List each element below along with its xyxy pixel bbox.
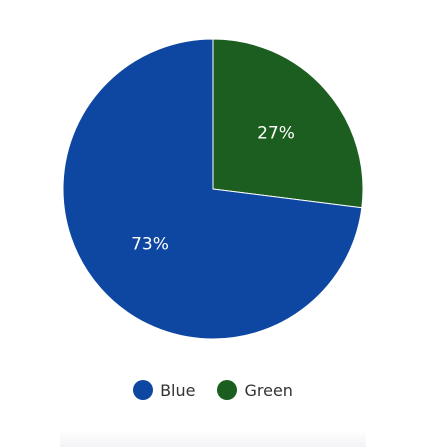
- pie-slice-blue[interactable]: [62, 38, 363, 340]
- legend-item-blue[interactable]: Blue: [133, 380, 195, 400]
- legend-item-green[interactable]: Green: [217, 380, 293, 400]
- bottom-shade: [60, 430, 366, 447]
- pie-slice-green[interactable]: [212, 38, 364, 209]
- chart-legend: Blue Green: [0, 376, 426, 404]
- legend-label-green: Green: [244, 380, 293, 400]
- pie-slice-label-green: 27%: [257, 123, 295, 143]
- pie-chart-plot: 27% 73%: [62, 38, 364, 340]
- legend-label-blue: Blue: [160, 380, 196, 400]
- legend-swatch-green: [217, 380, 238, 400]
- pie-slice-label-blue: 73%: [131, 235, 169, 255]
- legend-swatch-blue: [133, 380, 154, 400]
